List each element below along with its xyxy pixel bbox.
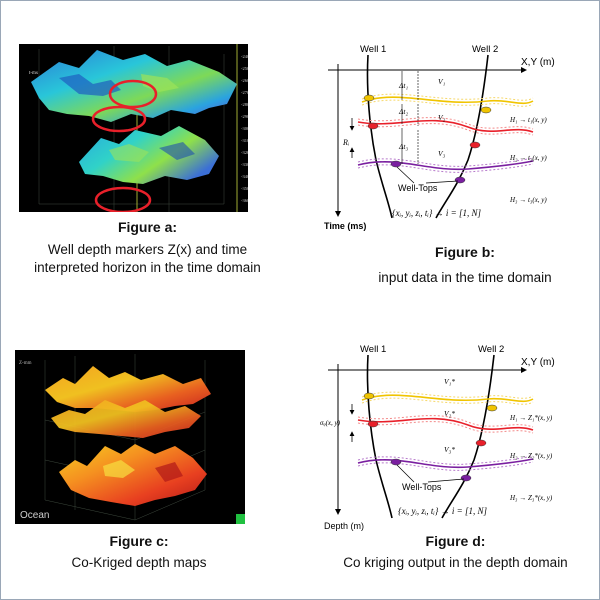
figure-b-r-label: Rᵢ — [342, 138, 349, 147]
figure-a-image: t-ms -2400 -2500 -2600 -2700 -2800 -2900 -3000… — [19, 44, 252, 214]
figure-b-h1: H₁ → t₁(x, y) — [509, 116, 547, 124]
figure-a-tick-label: -3000 — [241, 126, 248, 131]
figure-b-formula: {xᵢ, yᵢ, zᵢ, tᵢ} → i = [1, N] — [392, 208, 481, 218]
figure-d-well-tops: Well-Tops — [402, 482, 442, 492]
figure-b-dt2: Δt₂ — [398, 107, 408, 116]
figure-d-diagram: X,Y (m) Depth (m) Well 1 Well 2 V₁* V₂* … — [318, 344, 588, 534]
figure-a-title: Figure a: — [117, 219, 178, 235]
figure-b-well1-label: Well 1 — [360, 44, 386, 55]
figure-a-tick-label: -3200 — [241, 150, 248, 155]
figure-b-dt1: Δt₁ — [398, 81, 408, 90]
figure-d-v3: V₃* — [444, 445, 455, 454]
figure-d-h3: H₃ → Z₃*(x, y) — [509, 494, 553, 502]
figure-b-v3: V₃ — [438, 149, 446, 158]
figure-d-v2: V₂* — [444, 409, 455, 418]
figure-a-tick-label: -3400 — [241, 174, 248, 179]
figure-c-logo: Ocean — [20, 510, 49, 521]
figure-b-v2: V₂ — [438, 113, 446, 122]
figure-a-tick-label: -3500 — [241, 186, 248, 191]
figure-d-title: Figure d: — [425, 533, 486, 549]
figure-a-caption: Figure a: Well depth markers Z(x) and ti… — [20, 218, 275, 277]
figure-b-h3: H₃ → t₃(x, y) — [509, 196, 547, 204]
figure-a-tick-label: -3600 — [241, 198, 248, 203]
figure-b-xy-axis: X,Y (m) — [521, 57, 555, 68]
figure-c-line1: Co-Kriged depth maps — [71, 555, 207, 570]
figure-b-well-tops: Well-Tops — [398, 183, 438, 193]
figure-a-line1: Well depth markers Z(x) and time — [47, 242, 248, 257]
figure-a-tick-label: -2600 — [241, 78, 248, 83]
figure-c-caption: Figure c: Co-Kriged depth maps — [14, 532, 264, 572]
figure-d-line1: Co kriging output in the depth domain — [343, 555, 568, 570]
figure-d-formula: {xᵢ, yᵢ, zᵢ, tᵢ} → i = [1, N] — [398, 506, 487, 516]
figure-d-caption: Figure d: Co kriging output in the depth… — [318, 532, 593, 572]
figure-d-well2-label: Well 2 — [478, 344, 504, 355]
figure-a-axis-label: t-ms — [29, 71, 38, 76]
figure-a-tick-label: -3100 — [241, 138, 248, 143]
figure-d-xy-axis: X,Y (m) — [521, 357, 555, 368]
figure-d-well1-label: Well 1 — [360, 344, 386, 355]
figure-a-tick-label: -2900 — [241, 114, 248, 119]
figure-b-v1: V₁ — [438, 77, 446, 86]
figure-b-dt3: Δt₃ — [398, 142, 408, 151]
figure-d-v1: V₁* — [444, 377, 455, 386]
figure-a-tick-label: -2400 — [241, 54, 248, 59]
figure-d-sigma: σᵩ(x, y) — [320, 419, 341, 427]
figure-b-title: Figure b: — [435, 244, 495, 260]
figure-c-title: Figure c: — [109, 533, 169, 549]
figure-b-caption: Figure b: input data in the time domain — [340, 243, 590, 287]
figure-b-y-axis: Time (ms) — [324, 221, 366, 231]
figure-a-tick-label: -3300 — [241, 162, 248, 167]
figure-b-h2: H₂ → t₂(x, y) — [509, 154, 547, 162]
figure-b-diagram: X,Y (m) Time (ms) Well 1 Well 2 Δt₁ Δt₂ — [318, 40, 588, 232]
figure-a-tick-label: -2800 — [241, 102, 248, 107]
figure-a-tick-label: -2700 — [241, 90, 248, 95]
figure-a-line2: interpreted horizon in the time domain — [34, 260, 261, 275]
figure-d-h2: H₂ → Z₂*(x, y) — [509, 452, 553, 460]
figure-d-y-axis: Depth (m) — [324, 521, 364, 531]
figure-d-h1: H₁ → Z₁*(x, y) — [509, 414, 553, 422]
figure-c-image: Ocean Z-mm — [15, 350, 245, 524]
figure-c-axis-label: Z-mm — [19, 361, 32, 366]
figure-b-well2-label: Well 2 — [472, 44, 498, 55]
figure-a-tick-label: -2500 — [241, 66, 248, 71]
figure-b-line1: input data in the time domain — [378, 270, 552, 285]
